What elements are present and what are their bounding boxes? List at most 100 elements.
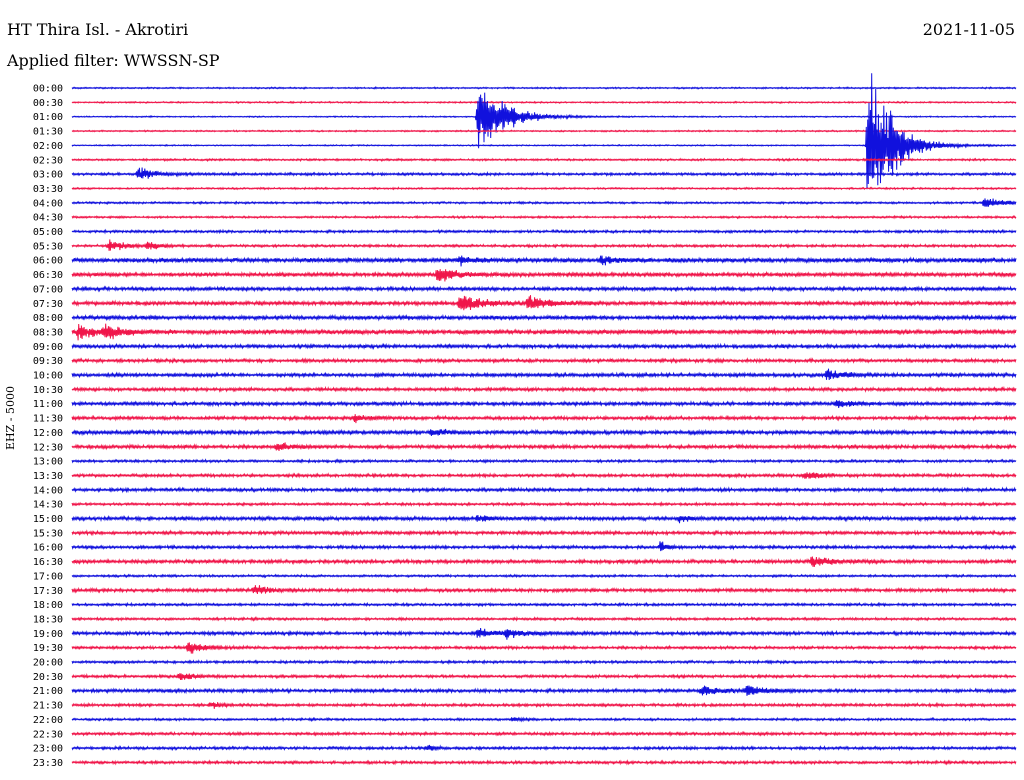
trace-line-1000 — [71, 368, 1017, 381]
station-title: HT Thira Isl. - Akrotiri — [7, 20, 189, 39]
row-time-label: 08:30 — [33, 327, 63, 338]
row-time-label: 03:30 — [33, 184, 63, 195]
trace-line-2030 — [71, 673, 1017, 681]
trace-line-0600 — [71, 255, 1017, 267]
row-time-label: 17:30 — [33, 586, 63, 597]
trace-line-0000 — [71, 85, 1017, 90]
trace-line-0100 — [71, 92, 1017, 149]
trace-line-1330 — [71, 472, 1017, 480]
row-time-label: 19:30 — [33, 643, 63, 654]
trace-line-1900 — [71, 627, 1017, 640]
row-time-label: 12:00 — [33, 428, 63, 439]
trace-line-2200 — [71, 716, 1017, 723]
row-time-label: 02:30 — [33, 155, 63, 166]
trace-line-0800 — [71, 313, 1017, 322]
row-time-label: 09:30 — [33, 356, 63, 367]
row-time-label: 22:30 — [33, 729, 63, 740]
trace-line-0630 — [71, 269, 1017, 282]
row-time-label: 23:00 — [33, 744, 63, 755]
row-time-label: 05:30 — [33, 241, 63, 252]
trace-line-1600 — [71, 541, 1017, 552]
row-time-label: 16:00 — [33, 543, 63, 554]
trace-line-0030 — [71, 100, 1017, 105]
row-time-label: 01:30 — [33, 127, 63, 138]
row-time-label: 14:30 — [33, 500, 63, 511]
row-time-label: 15:30 — [33, 528, 63, 539]
time-labels: 00:00 00:30 01:00 01:30 02:00 02:30 03:00 03:30… — [33, 84, 63, 769]
trace-line-1630 — [71, 556, 1017, 567]
row-time-label: 06:30 — [33, 270, 63, 281]
trace-line-0200 — [71, 73, 1017, 190]
trace-line-1200 — [71, 428, 1017, 437]
row-time-label: 12:30 — [33, 442, 63, 453]
row-time-label: 19:00 — [33, 629, 63, 640]
trace-line-2100 — [71, 685, 1017, 696]
row-time-label: 04:00 — [33, 198, 63, 209]
row-time-label: 17:00 — [33, 571, 63, 582]
row-time-label: 23:30 — [33, 758, 63, 769]
trace-line-0330 — [71, 186, 1017, 191]
row-time-label: 00:30 — [33, 98, 63, 109]
row-time-label: 04:30 — [33, 213, 63, 224]
trace-line-0530 — [71, 239, 1017, 251]
trace-line-1430 — [71, 500, 1017, 508]
trace-line-2230 — [71, 730, 1017, 738]
row-time-label: 05:00 — [33, 227, 63, 238]
trace-line-0830 — [71, 323, 1017, 341]
row-time-label: 10:00 — [33, 371, 63, 382]
trace-line-1030 — [71, 385, 1017, 393]
row-time-label: 16:30 — [33, 557, 63, 568]
row-time-label: 07:00 — [33, 284, 63, 295]
trace-line-0130 — [71, 129, 1017, 133]
trace-line-1700 — [71, 573, 1017, 579]
trace-line-2000 — [71, 659, 1017, 666]
trace-line-2330 — [71, 759, 1017, 766]
trace-line-0730 — [71, 295, 1017, 311]
row-time-label: 21:30 — [33, 701, 63, 712]
row-time-label: 22:00 — [33, 715, 63, 726]
row-time-label: 07:30 — [33, 299, 63, 310]
trace-line-1530 — [71, 529, 1017, 537]
trace-line-1100 — [71, 400, 1017, 409]
trace-line-1800 — [71, 601, 1017, 608]
row-time-label: 08:00 — [33, 313, 63, 324]
trace-line-0500 — [71, 228, 1017, 235]
trace-line-1130 — [71, 414, 1017, 424]
row-time-label: 18:30 — [33, 614, 63, 625]
row-time-label: 20:00 — [33, 658, 63, 669]
trace-line-1400 — [71, 486, 1017, 494]
trace-line-2300 — [71, 744, 1017, 752]
trace-line-1230 — [71, 442, 1017, 451]
row-time-label: 20:30 — [33, 672, 63, 683]
row-time-label: 14:00 — [33, 485, 63, 496]
trace-line-2130 — [71, 701, 1017, 709]
row-time-label: 11:00 — [33, 399, 63, 410]
row-time-label: 11:30 — [33, 414, 63, 425]
trace-line-0930 — [71, 357, 1017, 365]
filter-label: Applied filter: WWSSN-SP — [7, 51, 220, 70]
row-time-label: 09:00 — [33, 342, 63, 353]
row-time-label: 13:00 — [33, 457, 63, 468]
trace-line-0700 — [71, 285, 1017, 293]
trace-line-1830 — [71, 615, 1017, 622]
row-time-label: 10:30 — [33, 385, 63, 396]
trace-line-0430 — [71, 214, 1017, 220]
row-time-label: 06:00 — [33, 256, 63, 267]
trace-line-0900 — [71, 342, 1017, 351]
row-time-label: 21:00 — [33, 686, 63, 697]
row-time-label: 03:00 — [33, 170, 63, 181]
record-date: 2021-11-05 — [922, 20, 1015, 39]
trace-line-1730 — [71, 585, 1017, 594]
trace-group — [71, 73, 1017, 766]
trace-line-1930 — [71, 642, 1017, 654]
row-time-label: 00:00 — [33, 84, 63, 95]
trace-line-1300 — [71, 458, 1017, 465]
trace-line-0400 — [71, 198, 1017, 207]
trace-line-0300 — [71, 167, 1017, 179]
row-time-label: 13:30 — [33, 471, 63, 482]
row-time-label: 15:00 — [33, 514, 63, 525]
row-time-label: 02:00 — [33, 141, 63, 152]
trace-line-1500 — [71, 514, 1017, 524]
row-time-label: 01:00 — [33, 112, 63, 123]
